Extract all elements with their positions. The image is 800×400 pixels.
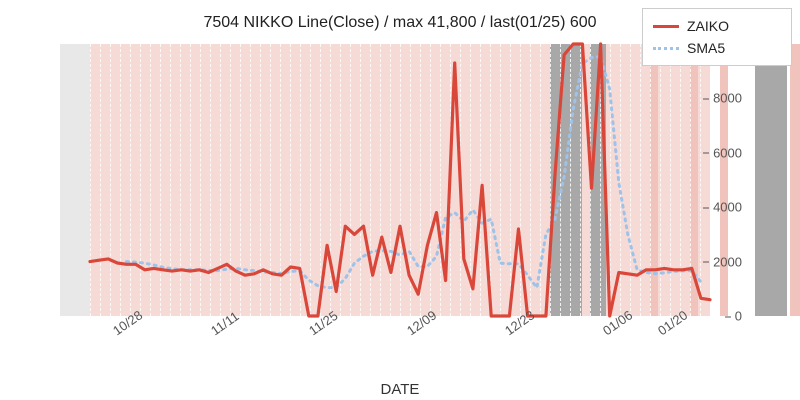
zaiko-sma5-lines bbox=[90, 44, 710, 316]
highlight-band bbox=[790, 44, 800, 316]
ytick-4000: 4000 bbox=[713, 200, 742, 215]
holiday-band bbox=[755, 44, 787, 316]
legend-item-sma5: SMA5 bbox=[653, 37, 781, 59]
left-margin-strip bbox=[60, 44, 90, 316]
legend: ZAIKO SMA5 bbox=[642, 8, 792, 66]
sma5-label: SMA5 bbox=[687, 40, 725, 56]
zaiko-line bbox=[90, 44, 710, 316]
x-axis-label: DATE bbox=[0, 381, 800, 398]
ytick-0: 0 bbox=[735, 309, 742, 324]
ytick-6000: 6000 bbox=[713, 145, 742, 160]
sma5-line bbox=[127, 57, 701, 288]
zaiko-label: ZAIKO bbox=[687, 18, 729, 34]
legend-item-zaiko: ZAIKO bbox=[653, 15, 781, 37]
ytick-2000: 2000 bbox=[713, 254, 742, 269]
ytick-8000: 8000 bbox=[713, 91, 742, 106]
plot-area bbox=[90, 44, 710, 316]
zaiko-swatch bbox=[653, 25, 679, 28]
chart-container: 7504 NIKKO Line(Close) / max 41,800 / la… bbox=[0, 0, 800, 400]
sma5-swatch bbox=[653, 47, 679, 50]
x-axis-ticks: 10/28 11/11 11/25 12/09 12/23 01/06 01/2… bbox=[90, 316, 710, 356]
y-axis-right: 10000 8000 6000 4000 2000 0 bbox=[710, 44, 750, 316]
